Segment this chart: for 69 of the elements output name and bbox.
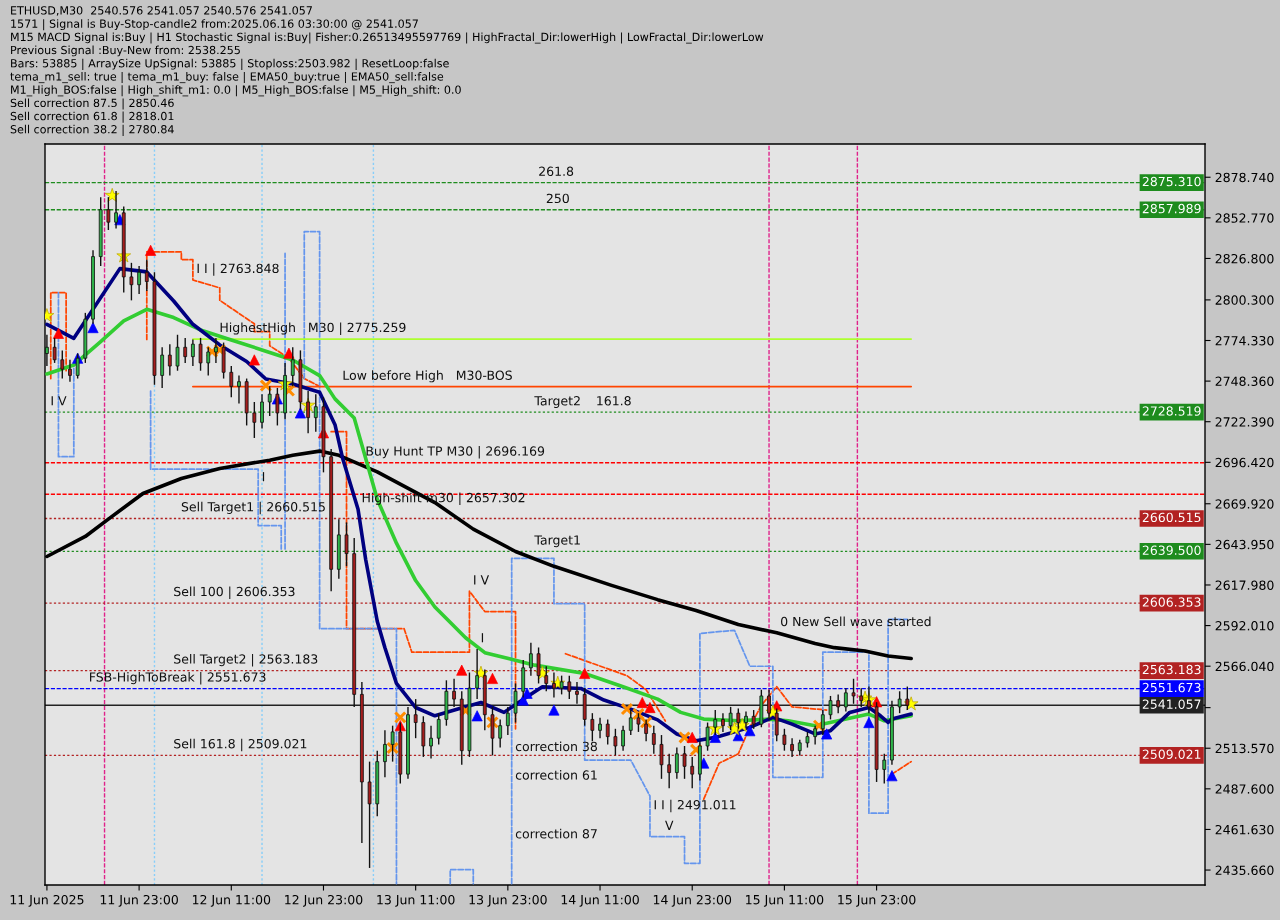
- text: Sell correction 38.2 | 2780.84: [10, 124, 174, 136]
- y-tick-label: 2852.770: [1215, 213, 1274, 223]
- y-tick-label: 2722.390: [1215, 417, 1274, 427]
- x-tick-label: 15 Jun 23:00: [838, 894, 916, 907]
- annotation: correction 61: [515, 770, 597, 780]
- y-tick-label: 2800.300: [1215, 295, 1274, 305]
- annotation: I V: [51, 396, 67, 406]
- x-tick-label: 11 Jun 2025: [10, 894, 84, 907]
- annotation: FSB-HighToBreak | 2551.673: [90, 671, 266, 685]
- y-tick-label: 2826.800: [1215, 253, 1274, 264]
- x-tick-label: 14 Jun 23:00: [653, 894, 732, 907]
- ref-line-label: 2551.673: [1142, 682, 1201, 693]
- annotation: I V: [474, 575, 490, 585]
- y-tick-label: 2487.600: [1215, 784, 1274, 794]
- y-tick-label: 2513.570: [1215, 743, 1274, 754]
- annotation: Sell 161.8 | 2509.021: [174, 738, 307, 752]
- ref-line-label: 2563.183: [1142, 664, 1201, 675]
- x-tick-label: 12 Jun 11:00: [192, 894, 271, 907]
- x-tick-label: 12 Jun 23:00: [285, 894, 363, 907]
- x-tick-label: 15 Jun 11:00: [746, 894, 824, 907]
- annotation: I I | 2763.848: [197, 263, 279, 276]
- annotation: Sell Target2 | 2563.183: [174, 653, 318, 667]
- ref-line-label: 2509.021: [1142, 749, 1201, 759]
- annotation: I: [481, 633, 484, 643]
- y-tick-label: 2878.740: [1215, 172, 1274, 183]
- y-tick-label: 2748.360: [1215, 376, 1274, 387]
- annotation: Buy Hunt TP M30 | 2696.169: [366, 446, 545, 459]
- annotation: Low before High M30-BOS: [343, 370, 512, 383]
- annotation: I I | 2491.011: [654, 799, 736, 813]
- y-tick-label: 2435.660: [1215, 865, 1274, 875]
- y-tick-label: 2461.630: [1215, 824, 1274, 835]
- chart-title: ETHUSD,M30 2540.576 2541.057 2540.576 2541.057: [11, 6, 312, 16]
- annotation: 250: [546, 193, 569, 204]
- annotation: 0 New Sell wave started: [781, 616, 931, 627]
- text: M15 MACD Signal is:Buy | H1 Stochastic Signal is:Buy| Fisher:0.26513495597769 | HighFractal_Dir:lowerHigh | LowFractal_Dir:lowerLow: [11, 32, 764, 44]
- x-tick-label: 14 Jun 11:00: [561, 894, 639, 907]
- annotation: I: [262, 472, 265, 482]
- text: Sell correction 61.8 | 2818.01: [10, 111, 174, 123]
- text: M1_High_BOS:false | High_shift_m1: 0.0 | M5_High_BOS:false | M5_High_shift: 0.0: [11, 85, 461, 97]
- text: Previous Signal :Buy-New from: 2538.255: [11, 45, 240, 57]
- x-tick-label: 13 Jun 11:00: [377, 894, 455, 907]
- annotation: Target1: [534, 535, 580, 548]
- ref-line-label: 2606.353: [1142, 597, 1201, 607]
- y-tick-label: 2669.920: [1215, 499, 1274, 509]
- y-tick-label: 2566.040: [1215, 661, 1274, 672]
- y-tick-label: 2643.950: [1215, 539, 1274, 550]
- annotation: V: [665, 820, 674, 830]
- text: 1571 | Signal is Buy-Stop-candle2 from:2025.06.16 03:30:00 @ 2541.057: [11, 19, 418, 31]
- x-tick-label: 11 Jun 23:00: [100, 894, 178, 907]
- ref-line-label: 2875.310: [1142, 176, 1201, 187]
- annotation: Sell 100 | 2606.353: [174, 586, 295, 599]
- y-tick-label: 2592.010: [1215, 621, 1274, 631]
- text: tema_m1_sell: true | tema_m1_buy: false | EMA50_buy:true | EMA50_sell:false: [10, 72, 444, 84]
- y-tick-label: 2696.420: [1215, 457, 1274, 468]
- y-tick-label: 2617.980: [1215, 580, 1274, 590]
- annotation: 161.8: [597, 396, 631, 406]
- ref-line-label: 2639.500: [1142, 545, 1201, 555]
- annotation: 261.8: [539, 166, 574, 177]
- annotation: correction 87: [515, 828, 597, 839]
- x-tick-label: 13 Jun 23:00: [469, 894, 547, 907]
- ref-line-label: 2728.519: [1142, 406, 1201, 416]
- y-tick-label: 2774.330: [1215, 335, 1274, 346]
- annotation: Sell Target1 | 2660.515: [181, 501, 325, 515]
- ref-line-label: 2660.515: [1142, 512, 1201, 523]
- text: Bars: 53885 | ArraySize UpSignal: 53885 | Stoploss:2503.982 | ResetLoop:false: [11, 58, 449, 70]
- text: Sell correction 87.5 | 2850.46: [10, 98, 174, 110]
- annotation: Target2: [534, 396, 580, 408]
- ref-line-label: 2541.057: [1142, 699, 1201, 709]
- ref-line-label: 2857.989: [1142, 203, 1201, 214]
